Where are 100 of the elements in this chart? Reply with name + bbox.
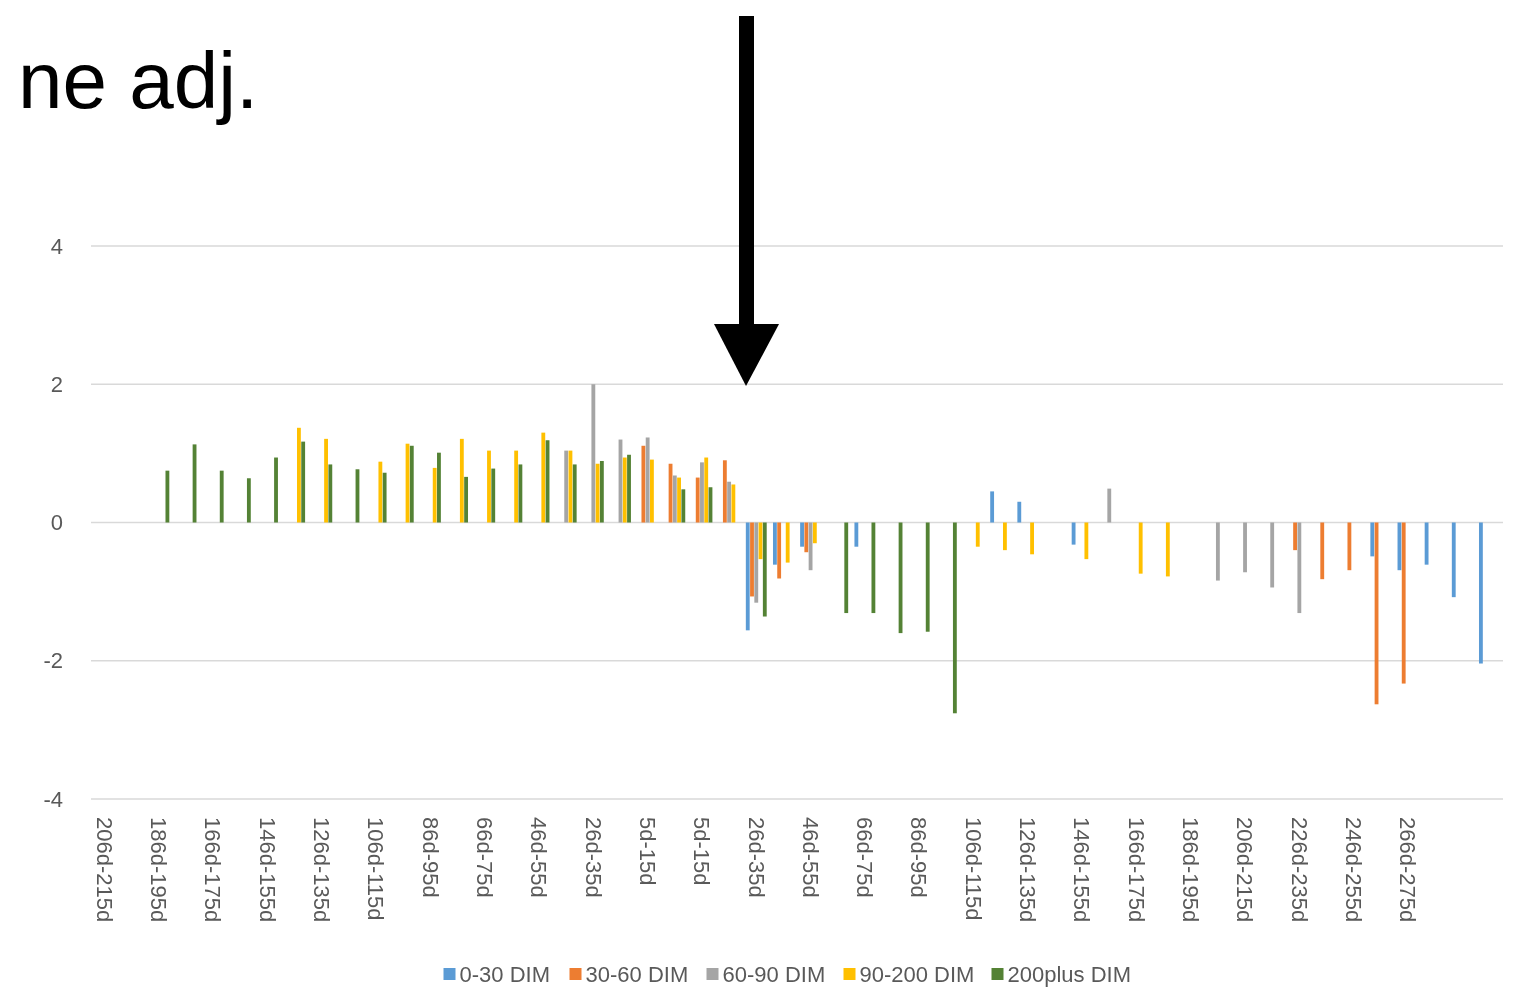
bar [844, 522, 849, 614]
bar [297, 427, 301, 523]
x-tick-label: 46d-55d [526, 817, 552, 898]
bar [1071, 522, 1076, 545]
bar [641, 445, 646, 523]
bar [754, 522, 759, 603]
bar [564, 450, 569, 523]
bar [727, 481, 732, 523]
x-tick-label: 66d-75d [472, 817, 498, 898]
bar [1017, 501, 1022, 523]
y-tick-label: 0 [50, 510, 63, 536]
bar [409, 445, 414, 523]
bar [627, 454, 631, 523]
y-tick-label: 4 [50, 233, 63, 259]
bar [704, 457, 709, 523]
bar [1401, 522, 1406, 684]
bar [487, 450, 491, 523]
x-tick-label: 226d-235d [1286, 817, 1312, 923]
bar [1297, 522, 1302, 614]
bar [518, 464, 523, 523]
y-tick-label: 2 [50, 371, 63, 397]
legend-label: 0-30 DIM [459, 961, 550, 987]
bar [1165, 522, 1170, 577]
bar [1478, 522, 1483, 664]
x-tick-label: 126d-135d [1015, 817, 1041, 923]
bar [599, 460, 604, 523]
x-tick-label: 26d-35d [580, 817, 606, 898]
bar [1243, 522, 1247, 573]
x-tick-label: 86d-95d [906, 817, 932, 898]
bar [785, 522, 790, 563]
bar [591, 384, 596, 523]
x-tick-label: 66d-75d [852, 817, 878, 898]
bar [975, 522, 980, 547]
bar [1370, 522, 1375, 557]
bar [432, 467, 437, 523]
bar [762, 522, 767, 617]
bar [1424, 522, 1429, 565]
legend-label: 60-90 DIM [722, 961, 826, 987]
legend-label: 30-60 DIM [585, 961, 689, 987]
x-tick-label: 106d-115d [960, 817, 986, 921]
y-tick-label: -2 [43, 648, 63, 674]
bar [777, 522, 782, 579]
bar [731, 484, 736, 523]
x-tick-label: 5d-15d [634, 817, 660, 886]
bar [382, 472, 387, 523]
bar [378, 461, 383, 523]
bar [1451, 522, 1456, 598]
bar [324, 438, 328, 523]
bar [595, 463, 600, 523]
bar [681, 489, 686, 523]
bar [750, 522, 754, 597]
bar [925, 522, 930, 632]
x-tick-label: 246d-255d [1340, 817, 1366, 923]
bar [491, 468, 496, 523]
bar [514, 450, 519, 523]
y-tick-label: -4 [43, 786, 63, 812]
x-tick-label: 126d-135d [309, 817, 335, 923]
bar [1215, 522, 1220, 581]
x-tick-label: 146d-155d [254, 817, 280, 923]
x-tick-label: 166d-175d [200, 817, 226, 923]
bar [722, 460, 727, 523]
x-tick-label: 206d-215d [91, 817, 117, 923]
bar [464, 476, 469, 523]
x-tick-label: 186d-195d [146, 817, 172, 923]
x-tick-label: 5d-15d [689, 817, 715, 886]
chart-title: ne adj. [18, 36, 259, 125]
bar [952, 522, 957, 714]
bar [854, 522, 859, 547]
bar [1138, 522, 1143, 574]
bar [1347, 522, 1352, 571]
bar [274, 457, 278, 523]
x-tick-label: 106d-115d [363, 817, 389, 921]
bar [459, 438, 464, 523]
bar [541, 432, 546, 523]
x-tick-label: 146d-155d [1069, 817, 1095, 923]
bar [990, 491, 995, 523]
x-tick-label: 186d-195d [1178, 817, 1204, 923]
bar [1320, 522, 1325, 580]
bar [745, 522, 750, 631]
x-tick-label: 266d-275d [1395, 817, 1421, 923]
bar [800, 522, 804, 547]
bar [650, 459, 654, 523]
bar [1107, 488, 1112, 523]
bar [1003, 522, 1007, 551]
bar [772, 522, 777, 565]
bar [700, 462, 704, 523]
bar [812, 522, 817, 544]
x-tick-label: 86d-95d [417, 817, 443, 898]
x-tick-label: 166d-175d [1123, 817, 1149, 923]
legend-label: 90-200 DIM [859, 961, 975, 987]
x-tick-label: 46d-55d [797, 817, 823, 898]
bar [672, 475, 677, 523]
x-tick-label: 206d-215d [1232, 817, 1258, 923]
legend-label: 200plus DIM [1007, 961, 1132, 987]
bar [1270, 522, 1275, 588]
bar [645, 437, 650, 523]
bar [165, 470, 170, 523]
bar [437, 452, 441, 523]
bar [871, 522, 876, 614]
bar [1030, 522, 1034, 555]
